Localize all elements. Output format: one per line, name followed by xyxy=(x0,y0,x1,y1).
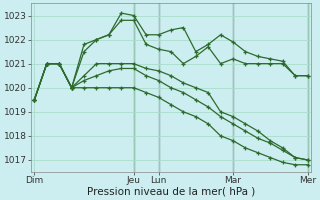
X-axis label: Pression niveau de la mer( hPa ): Pression niveau de la mer( hPa ) xyxy=(87,187,255,197)
